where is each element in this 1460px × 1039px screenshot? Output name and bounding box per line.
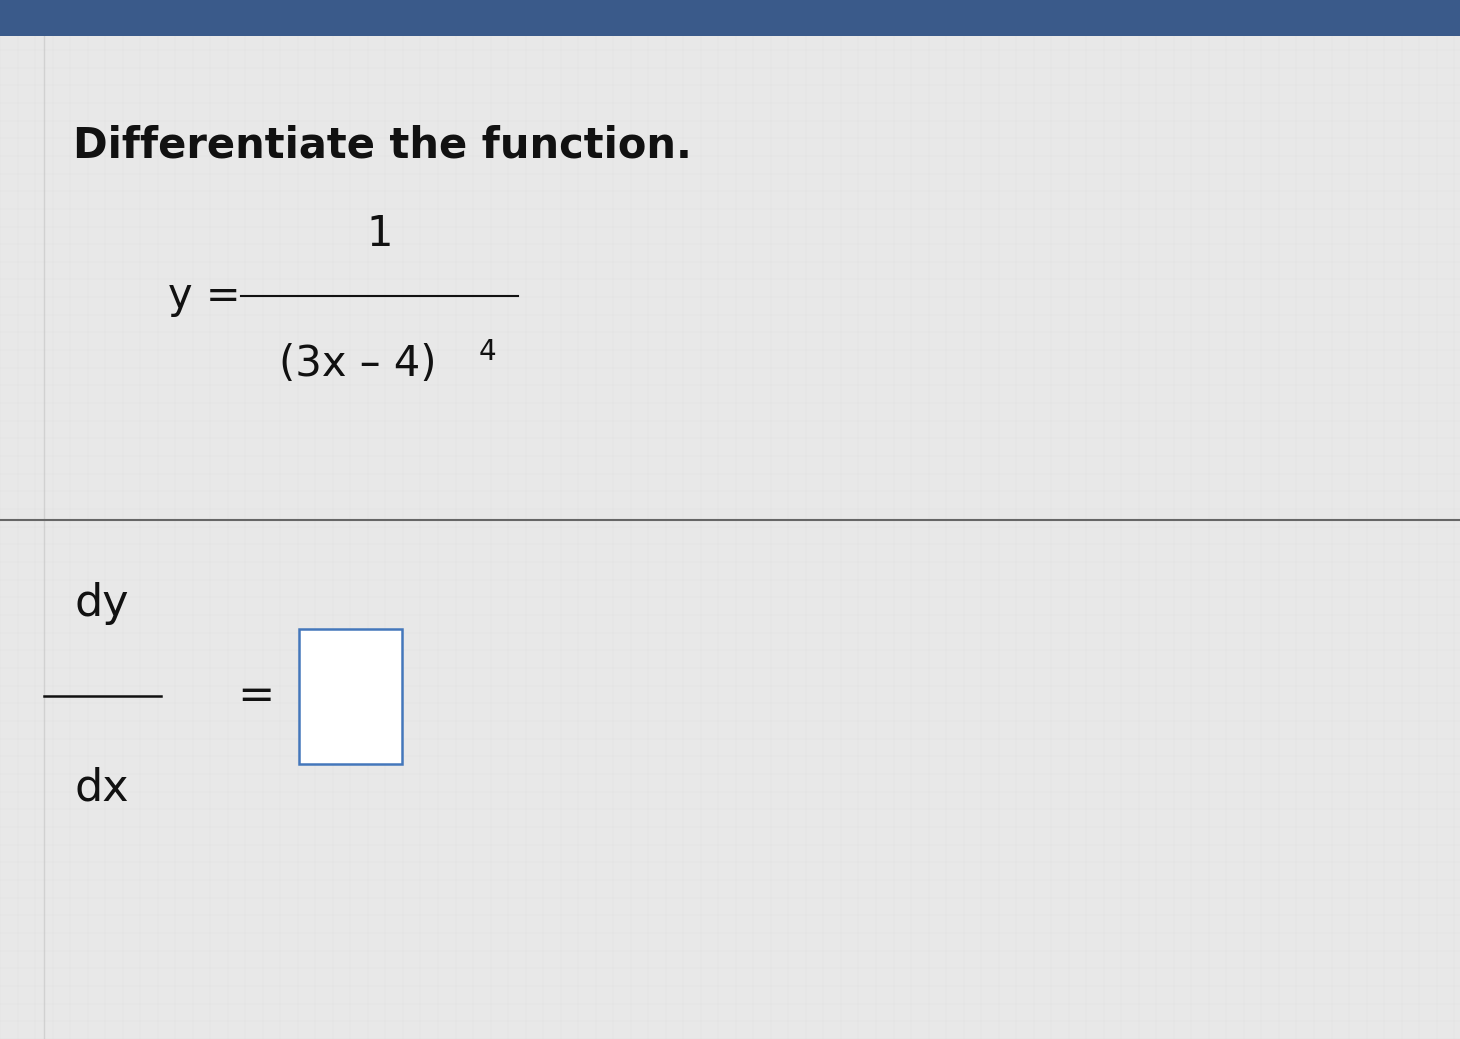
Text: y =: y = [168, 275, 241, 317]
Text: Differentiate the function.: Differentiate the function. [73, 125, 692, 166]
Bar [299, 629, 402, 764]
Text: =: = [237, 674, 274, 718]
Text: dx: dx [74, 767, 130, 809]
Text: 1: 1 [366, 213, 393, 255]
Text: dy: dy [74, 583, 130, 625]
FancyBboxPatch shape [0, 0, 1460, 36]
Text: (3x – 4): (3x – 4) [279, 343, 437, 384]
Text: 4: 4 [479, 338, 496, 366]
